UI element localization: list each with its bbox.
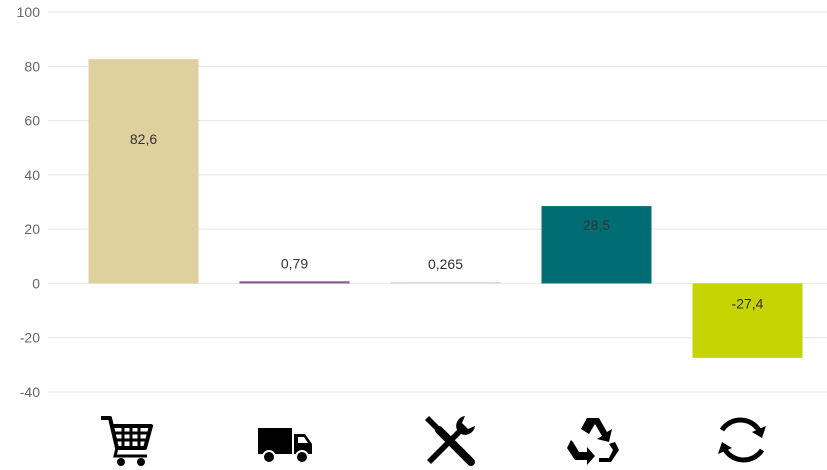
y-axis-ticks: 100 80 60 40 20 0 -20 -40 xyxy=(17,4,41,400)
bar xyxy=(541,206,652,284)
y-tick-label: 100 xyxy=(17,4,41,20)
bar-chart: 100 80 60 40 20 0 -20 -40 82,6 0,79 0,265 28,5 -27,… xyxy=(17,4,827,400)
y-tick-label: 20 xyxy=(24,221,40,237)
cycle-icon xyxy=(714,412,770,468)
truck-icon xyxy=(257,412,313,468)
y-tick-label: -20 xyxy=(20,330,40,346)
y-tick-label: -40 xyxy=(20,384,40,400)
data-label: 28,5 xyxy=(583,217,610,233)
data-labels: 82,6 0,79 0,265 28,5 -27,4 xyxy=(130,131,764,311)
bar xyxy=(390,282,501,284)
tools-icon xyxy=(421,412,477,468)
y-tick-label: 60 xyxy=(24,113,40,129)
data-label: 0,265 xyxy=(428,256,463,272)
y-tick-label: 0 xyxy=(32,275,40,291)
data-label: 82,6 xyxy=(130,131,157,147)
recycle-icon xyxy=(565,412,621,468)
shopping-cart-icon xyxy=(99,412,155,468)
bar xyxy=(239,281,350,284)
bars xyxy=(88,59,803,358)
y-tick-label: 40 xyxy=(24,167,40,183)
bar xyxy=(88,59,199,284)
bar xyxy=(692,283,803,358)
y-tick-label: 80 xyxy=(24,58,40,74)
data-label: -27,4 xyxy=(732,295,764,311)
data-label: 0,79 xyxy=(281,255,308,271)
